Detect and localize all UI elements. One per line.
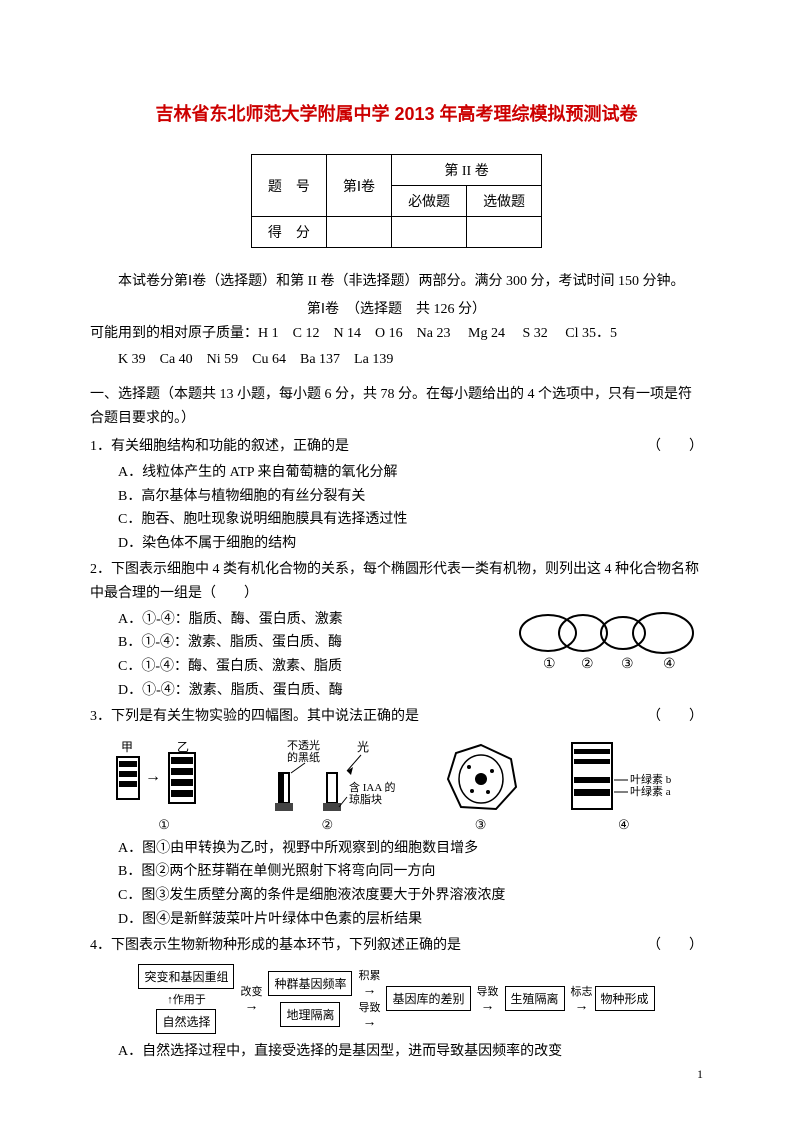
th-required: 必做题 [392,186,467,217]
fig4-chromatography-icon: 叶绿素 b 叶绿素 a [564,737,684,817]
q1-text: 1．有关细胞结构和功能的叙述，正确的是 [90,439,349,454]
q3-opt-a: A．图①由甲转换为乙时，视野中所观察到的细胞数目增多 [90,837,703,861]
th-score: 得 分 [251,217,326,248]
flow-lab-cause2: 导致 [475,983,501,999]
atomic-masses-1: 可能用到的相对原子质量：H 1 C 12 N 14 O 16 Na 23 Mg … [90,322,703,346]
q2-opt-c: C．①-④：酶、蛋白质、激素、脂质 [90,655,513,679]
fig3-label: ③ [436,817,526,833]
arrow-icon: → [575,999,589,1015]
flow-box-selection: 自然选择 [156,1009,216,1034]
flow-lab-accum: 积累 [356,967,382,983]
q3-opt-c: C．图③发生质壁分离的条件是细胞液浓度要大于外界溶液浓度 [90,884,703,908]
q1-opt-a: A．线粒体产生的 ATP 来自葡萄糖的氧化分解 [90,461,703,485]
fig2-label: ② [257,817,397,833]
intro-text: 本试卷分第Ⅰ卷（选择题）和第 II 卷（非选择题）两部分。满分 300 分，考试… [90,270,703,294]
q2-opt-d: D．①-④：激素、脂质、蛋白质、酶 [90,679,513,703]
q4-stem: 4．下图表示生物新物种形成的基本环节，下列叙述正确的是 （ ） [90,934,703,958]
flow-box-repro: 生殖隔离 [505,986,565,1011]
arrow-icon: → [244,999,258,1015]
q4-flowchart: 突变和基因重组 ↑作用于 自然选择 改变 → 种群基因频率 地理隔离 积累 → … [90,964,703,1034]
q2-stem: 2．下图表示细胞中 4 类有机化合物的关系，每个椭圆形代表一类有机物，则列出这 … [90,558,703,606]
flow-box-freq: 种群基因频率 [268,971,352,996]
q4-opt-a: A．自然选择过程中，直接受选择的是基因型，进而导致基因频率的改变 [90,1040,703,1064]
svg-text:④: ④ [663,657,676,672]
svg-text:琼脂块: 琼脂块 [349,792,382,806]
q3-text: 3．下列是有关生物实验的四幅图。其中说法正确的是 [90,709,419,724]
exam-title: 吉林省东北师范大学附属中学 2013 年高考理综模拟预测试卷 [90,100,703,126]
svg-text:甲: 甲 [121,740,133,754]
cell-blank [467,217,542,248]
atomic-masses-2: K 39 Ca 40 Ni 59 Cu 64 Ba 137 La 139 [90,348,703,372]
q1-opt-d: D．染色体不属于细胞的结构 [90,532,703,556]
svg-text:叶绿素 a: 叶绿素 a [630,784,671,798]
arrow-icon: → [362,983,376,999]
q1-opt-b: B．高尔基体与植物细胞的有丝分裂有关 [90,485,703,509]
q1-opt-c: C．胞吞、胞吐现象说明细胞膜具有选择透过性 [90,508,703,532]
flow-lab-mark: 标志 [569,983,595,999]
q3-figures: 甲 乙 → ① 不透光 的黑纸 光 [90,737,703,833]
fig4-label: ④ [564,817,684,833]
flow-lab-change: 改变 [238,983,264,999]
part1-heading: 第Ⅰ卷 （选择题 共 126 分） [90,298,703,318]
svg-text:③: ③ [621,657,634,672]
flow-box-species: 物种形成 [595,986,655,1011]
svg-text:的黑纸: 的黑纸 [287,750,320,764]
fig3-cell-icon [436,737,526,817]
svg-text:②: ② [581,657,594,672]
venn-diagram: ① ② ③ ④ [513,608,703,678]
section-a-heading: 一、选择题（本题共 13 小题，每小题 6 分，共 78 分。在每小题给出的 4… [90,383,703,431]
cell-blank [392,217,467,248]
q3-paren: （ ） [647,705,703,729]
svg-text:含 IAA 的: 含 IAA 的 [349,780,395,794]
svg-text:→: → [145,768,161,785]
score-table: 题 号 第Ⅰ卷 第 II 卷 必做题 选做题 得 分 [251,154,542,248]
q4-text: 4．下图表示生物新物种形成的基本环节，下列叙述正确的是 [90,938,461,953]
q2-opt-b: B．①-④：激素、脂质、蛋白质、酶 [90,631,513,655]
svg-text:乙: 乙 [177,740,189,754]
arrow-icon: → [481,999,495,1015]
svg-text:①: ① [543,657,556,672]
th-part2: 第 II 卷 [392,155,542,186]
flow-box-geo: 地理隔离 [280,1002,340,1027]
flow-lab-cause1: 导致 [356,999,382,1015]
fig2-coleoptile-icon: 不透光 的黑纸 光 含 IAA 的 琼脂块 [257,737,397,817]
arrow-icon: → [362,1015,376,1031]
q2-opt-a: A．①-④：脂质、酶、蛋白质、激素 [90,608,513,632]
svg-text:光: 光 [357,740,369,754]
svg-text:叶绿素 b: 叶绿素 b [630,772,672,786]
q3-stem: 3．下列是有关生物实验的四幅图。其中说法正确的是 （ ） [90,705,703,729]
q1-paren: （ ） [647,435,703,459]
flow-box-pool: 基因库的差别 [386,986,470,1011]
th-part1: 第Ⅰ卷 [326,155,391,217]
q1-stem: 1．有关细胞结构和功能的叙述，正确的是 （ ） [90,435,703,459]
q4-paren: （ ） [647,934,703,958]
page-number: 1 [697,1067,703,1082]
q3-opt-d: D．图④是新鲜菠菜叶片叶绿体中色素的层析结果 [90,908,703,932]
flow-box-mutation: 突变和基因重组 [138,964,234,989]
th-number: 题 号 [251,155,326,217]
q3-opt-b: B．图②两个胚芽鞘在单侧光照射下将弯向同一方向 [90,860,703,884]
fig1-microscope-icon: 甲 乙 → [109,737,219,817]
th-optional: 选做题 [467,186,542,217]
cell-blank [326,217,391,248]
svg-text:不透光: 不透光 [287,738,320,752]
fig1-label: ① [109,817,219,833]
